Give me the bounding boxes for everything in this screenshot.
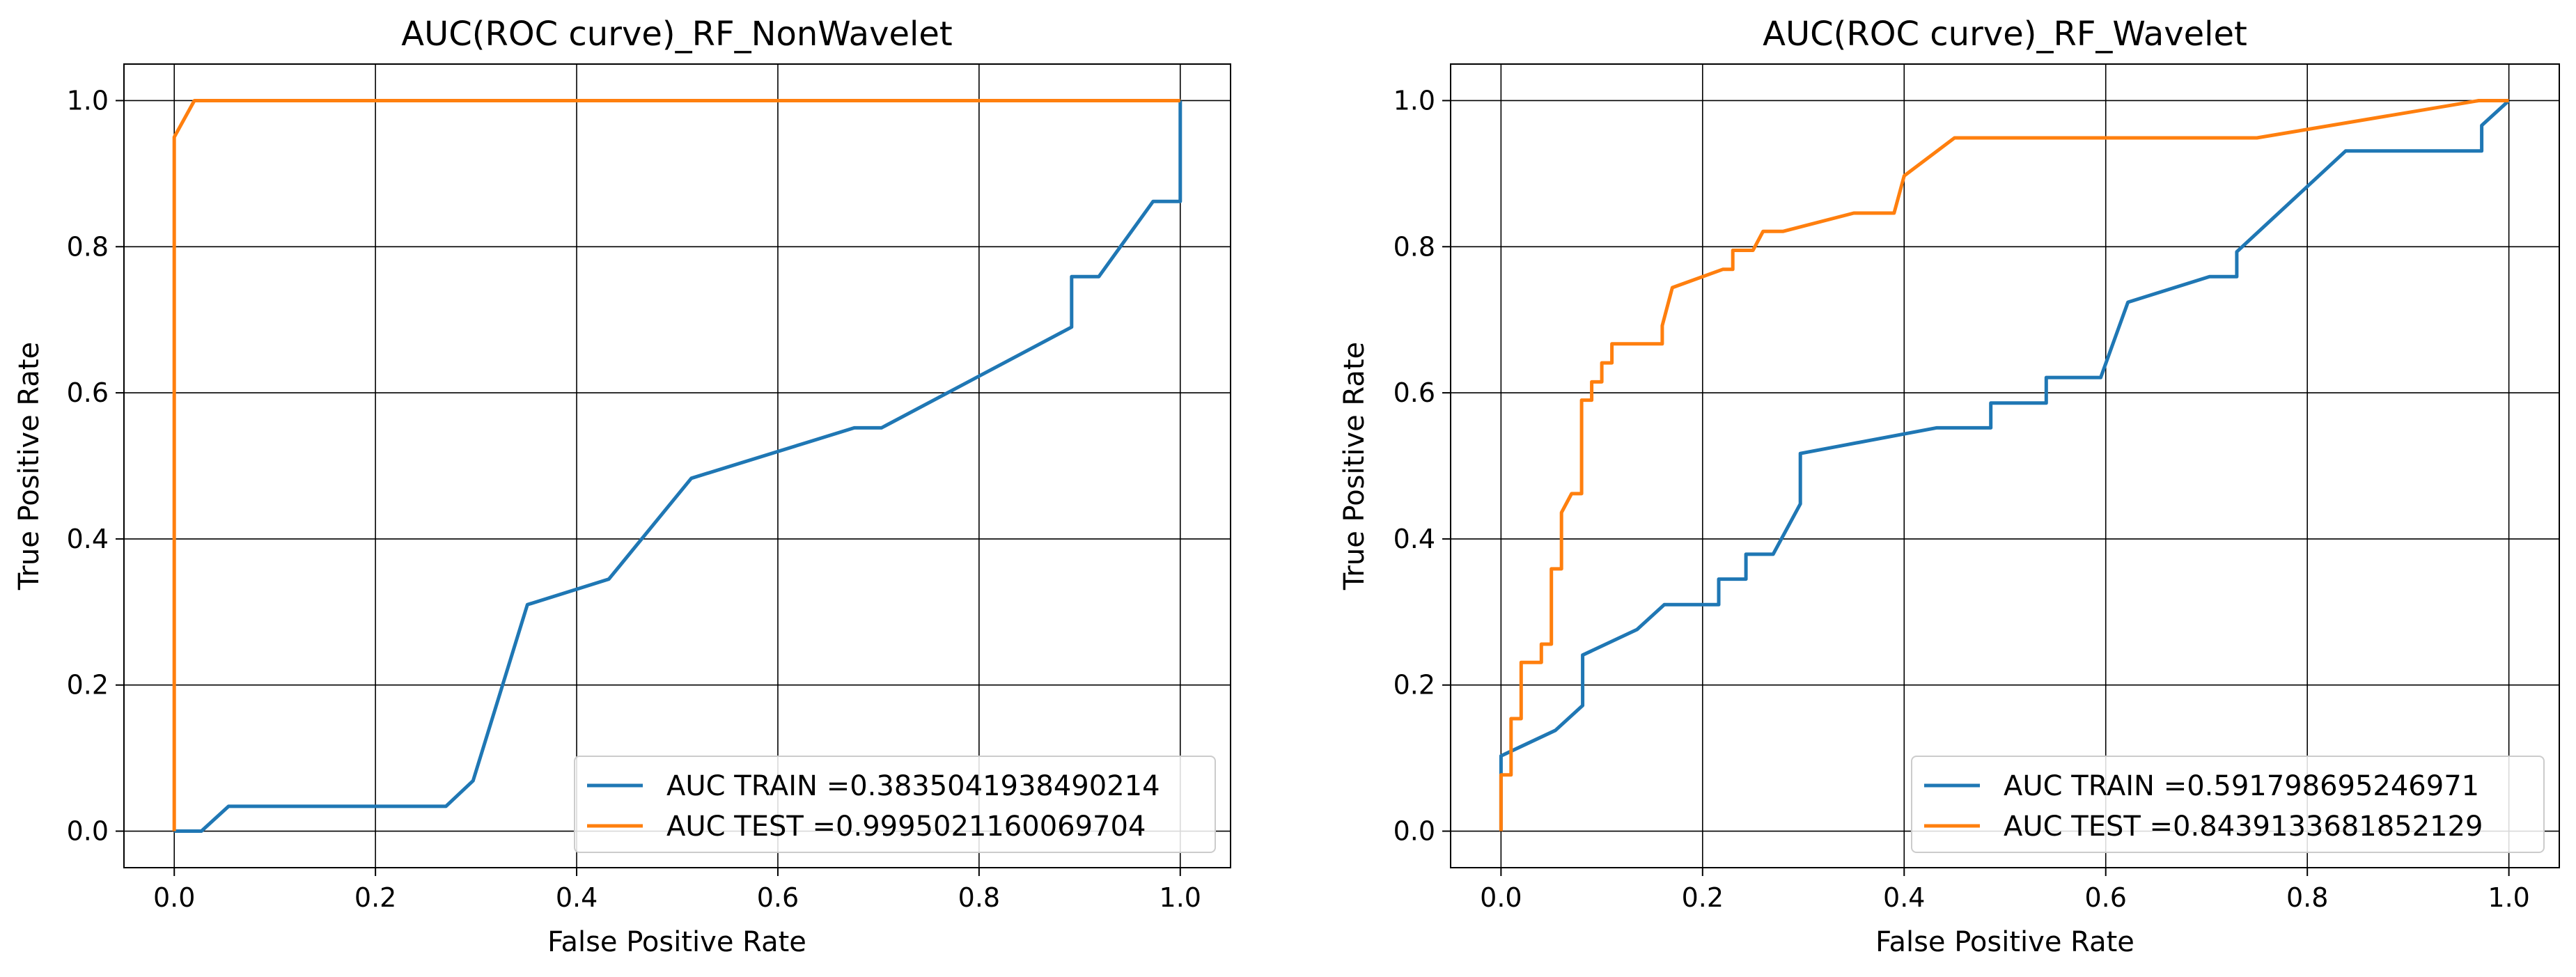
chart-title: AUC(ROC curve)_RF_NonWavelet (401, 15, 952, 54)
x-tick-label: 0.4 (556, 882, 598, 913)
y-tick-label: 0.8 (1394, 231, 1435, 262)
series-line-test (172, 99, 1180, 831)
x-tick-label: 1.0 (2488, 882, 2529, 913)
legend-label-train: AUC TRAIN =0.591798695246971 (2004, 770, 2479, 802)
legend-label-test: AUC TEST =0.9995021160069704 (666, 811, 1146, 843)
y-tick-label: 0.0 (1394, 816, 1435, 847)
legend-box (1911, 756, 2545, 853)
series-line-train (1499, 99, 2511, 831)
y-tick-label: 1.0 (1394, 85, 1435, 116)
x-tick-label: 0.2 (1682, 882, 1724, 913)
y-tick-label: 0.4 (1394, 524, 1435, 554)
chart-title: AUC(ROC curve)_RF_Wavelet (1763, 15, 2247, 54)
legend-label-test: AUC TEST =0.8439133681852129 (2004, 811, 2483, 843)
series-line-test (1499, 99, 2509, 831)
series-line-train (174, 100, 1182, 833)
y-axis-label: True Positive Rate (1338, 342, 1371, 591)
x-tick-label: 0.6 (757, 882, 799, 913)
x-tick-label: 0.4 (1883, 882, 1925, 913)
x-tick-label: 0.6 (2085, 882, 2127, 913)
y-tick-label: 0.2 (1394, 670, 1435, 701)
legend-label-train: AUC TRAIN =0.3835041938490214 (666, 770, 1160, 802)
axes-frame (1450, 63, 2560, 868)
axes-frame (123, 63, 1231, 868)
y-tick-label: 0.8 (67, 231, 109, 262)
x-tick-label: 0.0 (153, 882, 195, 913)
x-tick-label: 0.8 (2286, 882, 2328, 913)
chart-left: AUC(ROC curve)_RF_NonWavelet False Posit… (13, 15, 1231, 958)
x-axis-label: False Positive Rate (547, 926, 806, 958)
x-tick-label: 1.0 (1160, 882, 1201, 913)
legend-box (574, 756, 1216, 853)
y-tick-label: 1.0 (67, 85, 109, 116)
y-tick-label: 0.0 (67, 816, 109, 847)
y-tick-label: 0.4 (67, 524, 109, 554)
y-tick-label: 0.2 (67, 670, 109, 701)
chart-right: AUC(ROC curve)_RF_Wavelet False Positive… (1338, 15, 2560, 958)
y-tick-label: 0.6 (67, 377, 109, 408)
x-tick-label: 0.8 (958, 882, 1000, 913)
legend: AUC TRAIN =0.591798695246971 AUC TEST =0.… (1911, 756, 2545, 853)
y-tick-label: 0.6 (1394, 377, 1435, 408)
y-axis-label: True Positive Rate (13, 342, 45, 591)
x-axis-label: False Positive Rate (1875, 926, 2134, 958)
legend: AUC TRAIN =0.3835041938490214 AUC TEST =0… (574, 756, 1216, 853)
x-tick-label: 0.0 (1480, 882, 1522, 913)
x-tick-label: 0.2 (354, 882, 396, 913)
